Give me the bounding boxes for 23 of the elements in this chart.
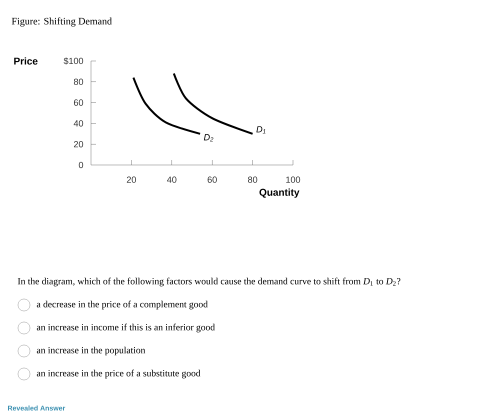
y-axis-title: Price: [14, 57, 38, 65]
text: an increase in income if this is an inferior good: [36, 324, 215, 332]
y-tick-label: 40: [74, 120, 84, 127]
x-tick-label: 100: [286, 176, 300, 183]
x-tick-label: 20: [126, 176, 136, 183]
text: In the diagram, which of the following factors would cause the demand curve to shift from D$_{1}$ to D$_{2}$?: [18, 278, 400, 286]
line-series: [132, 76, 202, 135]
y-tick-label: 0: [78, 162, 84, 168]
line-series: [172, 72, 254, 135]
text: an increase in the price of a substitute good: [36, 370, 200, 378]
y-tick-label: 60: [74, 99, 84, 106]
y-tick-label: 80: [74, 78, 84, 85]
series-label: D$_{2}$: [204, 134, 214, 142]
x-tick-label: 60: [208, 176, 217, 183]
x-axis-title: Quantity: [259, 188, 300, 198]
y-tick-label: $100: [64, 57, 84, 65]
x-tick-label: 40: [167, 176, 176, 183]
text: an increase in the population: [36, 346, 146, 356]
y-tick-label: 20: [74, 141, 84, 148]
chart-title: Figure: Shifting Demand: [12, 17, 112, 27]
x-tick-label: 80: [248, 176, 258, 183]
text: a decrease in the price of a complement good: [36, 300, 208, 310]
series-label: D$_{1}$: [256, 126, 266, 134]
